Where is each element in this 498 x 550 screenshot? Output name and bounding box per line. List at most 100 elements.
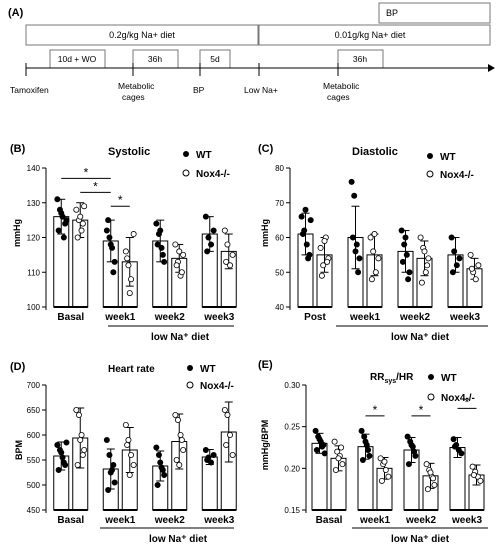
- data-point-wt: [458, 450, 465, 457]
- data-point-wt: [351, 192, 358, 199]
- data-point-wt: [205, 234, 212, 241]
- data-point-wt: [307, 217, 314, 224]
- data-point-ko: [79, 220, 86, 227]
- data-point-wt: [358, 427, 365, 434]
- data-point-ko: [130, 461, 137, 468]
- low-na-diet-label: 0.01g/kg Na+ diet: [335, 30, 406, 40]
- data-point-ko: [224, 241, 231, 248]
- data-point-ko: [125, 262, 132, 269]
- diet-group-label: low Na⁺ diet: [391, 534, 450, 545]
- data-point-ko: [331, 438, 338, 445]
- legend-wt-label: WT: [441, 373, 457, 384]
- data-point-wt: [159, 466, 166, 473]
- data-point-ko: [221, 227, 228, 234]
- data-point-wt: [299, 231, 306, 238]
- x-tick-label: week1: [349, 312, 380, 323]
- y-tick-label: 60: [275, 234, 284, 243]
- x-tick-label: week2: [154, 515, 185, 526]
- data-point-wt: [154, 481, 161, 488]
- y-tick-label: 70: [275, 199, 284, 208]
- data-point-ko: [418, 279, 425, 286]
- data-point-ko: [424, 486, 431, 493]
- data-point-wt: [450, 436, 457, 443]
- bp-interval-label: 5d: [210, 54, 220, 64]
- y-tick-label: 650: [27, 406, 41, 415]
- data-point-ko: [122, 248, 129, 255]
- low-na-diet-box: [258, 24, 491, 46]
- data-point-wt: [298, 213, 305, 220]
- diet-group-label: low Na⁺ diet: [391, 332, 450, 343]
- data-point-ko: [318, 272, 325, 279]
- data-point-ko: [334, 448, 341, 455]
- data-point-wt: [302, 206, 309, 213]
- event-low-na: Low Na+: [244, 85, 278, 95]
- data-point-wt: [303, 241, 310, 248]
- data-point-ko: [125, 436, 132, 443]
- y-tick-label: 130: [27, 199, 41, 208]
- data-point-wt: [159, 251, 166, 258]
- data-point-wt: [110, 269, 117, 276]
- y-tick-label: 40: [275, 303, 284, 312]
- data-point-wt: [210, 227, 217, 234]
- data-point-ko: [422, 269, 429, 276]
- data-point-wt: [105, 217, 112, 224]
- rr-hr-ratio-panel: (E) RRsys/HR WT Nox4-/- mmHg/BPM low Na⁺…: [258, 359, 488, 545]
- data-point-wt: [403, 251, 410, 258]
- data-point-wt: [321, 450, 328, 457]
- data-point-wt: [155, 451, 162, 458]
- y-tick-label: 550: [27, 456, 41, 465]
- y-tick-label: 100: [27, 303, 41, 312]
- y-tick-label: 120: [27, 234, 41, 243]
- legend-ko-label: Nox4-/-: [440, 170, 474, 181]
- y-tick-label: 450: [27, 506, 41, 515]
- data-point-ko: [229, 251, 236, 258]
- data-point-wt: [365, 446, 372, 453]
- data-point-wt: [204, 456, 211, 463]
- data-point-ko: [172, 411, 179, 418]
- data-point-wt: [157, 227, 164, 234]
- data-point-ko: [475, 262, 482, 269]
- data-point-wt: [107, 241, 114, 248]
- timeline-arrow: [488, 64, 495, 72]
- data-point-wt: [362, 438, 369, 445]
- data-point-ko: [424, 262, 431, 269]
- data-point-wt: [157, 459, 164, 466]
- data-point-ko: [468, 265, 475, 272]
- legend-wt-marker: [183, 151, 189, 157]
- data-point-wt: [208, 241, 215, 248]
- data-point-wt: [204, 248, 211, 255]
- cage1-label: 36h: [148, 54, 162, 64]
- data-point-ko: [381, 458, 388, 465]
- data-point-wt: [449, 269, 456, 276]
- y-tick-label: 0.20: [284, 464, 300, 473]
- data-point-wt: [399, 258, 406, 265]
- x-tick-label: Basal: [57, 515, 84, 526]
- data-point-wt: [54, 196, 61, 203]
- data-point-wt: [313, 446, 320, 453]
- data-point-ko: [81, 203, 88, 210]
- data-point-ko: [470, 471, 477, 478]
- data-point-wt: [316, 436, 323, 443]
- legend-ko-marker: [427, 393, 435, 401]
- data-point-ko: [469, 463, 476, 470]
- data-point-ko: [375, 255, 382, 262]
- data-point-ko: [223, 258, 230, 265]
- data-point-wt: [54, 441, 61, 448]
- event-metabolic2-line2: cages: [327, 92, 350, 102]
- diet-group-label: low Na⁺ diet: [151, 332, 210, 343]
- data-point-ko: [81, 446, 88, 453]
- high-na-diet-label: 0.2g/kg Na+ diet: [109, 30, 175, 40]
- data-point-ko: [173, 456, 180, 463]
- data-point-ko: [73, 206, 80, 213]
- diastolic-panel: (C) Diastolic WT Nox4-/- mmHg low Na⁺ di…: [258, 143, 488, 343]
- significance-star: *: [419, 403, 424, 417]
- event-metabolic1-line1: Metabolic: [118, 81, 155, 91]
- data-point-ko: [178, 269, 185, 276]
- data-point-wt: [348, 178, 355, 185]
- data-point-ko: [335, 455, 342, 462]
- data-point-wt: [63, 217, 70, 224]
- data-point-ko: [122, 421, 129, 428]
- significance-star: *: [118, 193, 123, 207]
- data-point-wt: [161, 258, 168, 265]
- legend-ko-label: Nox4-/-: [200, 381, 234, 392]
